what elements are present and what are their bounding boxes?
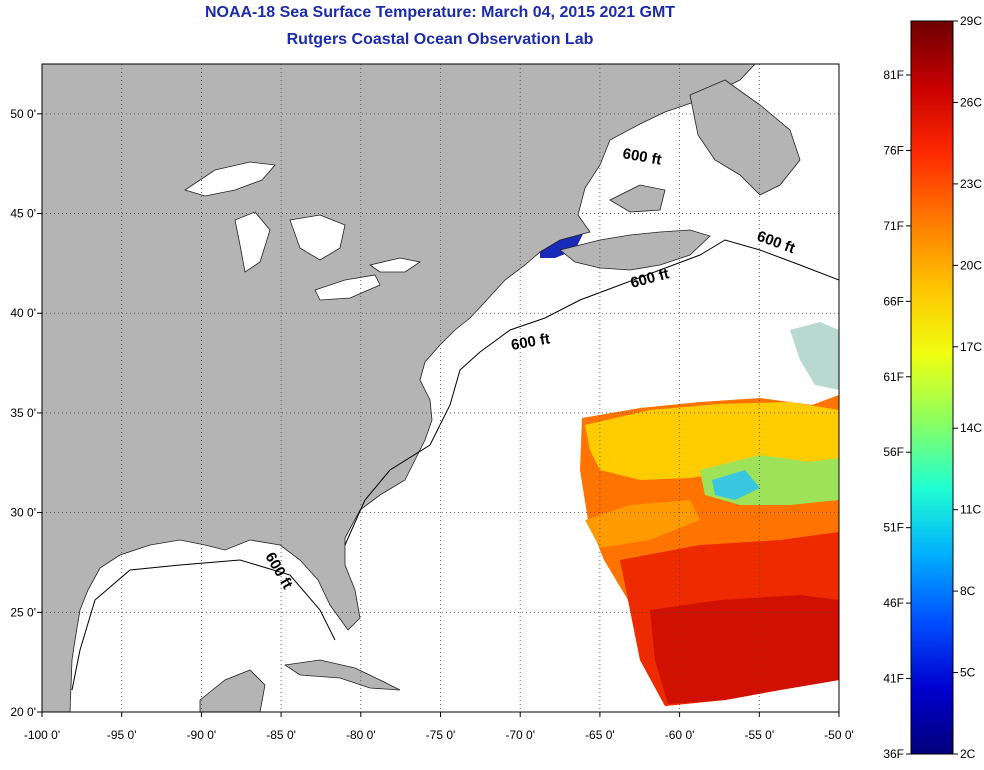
colorbar-label-f: 41F: [883, 672, 904, 686]
colorbar-label-f: 56F: [883, 445, 904, 459]
contour-label-600ft: 600 ft: [621, 145, 663, 169]
colorbar-label-f: 76F: [883, 143, 904, 157]
sst-data-layer: [540, 230, 839, 706]
colorbar: [910, 20, 954, 755]
lat-tick-label: 25 0': [10, 605, 36, 619]
colorbar-label-c: 20C: [960, 258, 982, 272]
colorbar-label-c: 2C: [960, 747, 976, 761]
lat-tick-label: 20 0': [10, 705, 36, 719]
colorbar-label-f: 46F: [883, 596, 904, 610]
lon-tick-label: -70 0': [505, 728, 535, 742]
lon-tick-label: -90 0': [187, 728, 217, 742]
colorbar-label-f: 61F: [883, 370, 904, 384]
colorbar-label-f: 51F: [883, 521, 904, 535]
lat-tick-label: 40 0': [10, 306, 36, 320]
lon-tick-label: -55 0': [744, 728, 774, 742]
lon-tick-label: -75 0': [426, 728, 456, 742]
colorbar-label-f: 81F: [883, 68, 904, 82]
colorbar-label-f: 36F: [883, 747, 904, 761]
lat-tick-label: 35 0': [10, 406, 36, 420]
colorbar-label-f: 66F: [883, 294, 904, 308]
lat-tick-label: 45 0': [10, 207, 36, 221]
grid: [42, 64, 839, 712]
isobath-600ft: [71, 239, 839, 691]
colorbar-label-c: 11C: [960, 503, 981, 517]
colorbar-label-c: 8C: [960, 584, 976, 598]
colorbar-label-c: 5C: [960, 666, 976, 680]
map-subtitle: Rutgers Coastal Ocean Observation Lab: [286, 31, 594, 48]
colorbar-label-c: 29C: [960, 14, 982, 28]
colorbar-label-c: 23C: [960, 177, 982, 191]
colorbar-label-c: 14C: [960, 421, 982, 435]
colorbar-label-f: 71F: [883, 219, 904, 233]
lon-tick-label: -95 0': [107, 728, 137, 742]
land-layer: [42, 64, 801, 712]
map-title: NOAA-18 Sea Surface Temperature: March 0…: [204, 4, 676, 21]
latitude-axis: 20 0' 25 0' 30 0' 35 0' 40 0' 45 0' 50 0': [10, 107, 42, 719]
lon-tick-label: -100 0': [24, 728, 60, 742]
contour-label-600ft: 600 ft: [510, 330, 552, 354]
lon-tick-label: -65 0': [585, 728, 615, 742]
lon-tick-label: -60 0': [665, 728, 695, 742]
longitude-axis: -100 0' -95 0' -90 0' -85 0' -80 0' -75 0' -70…: [24, 712, 854, 742]
lon-tick-label: -50 0': [824, 728, 854, 742]
colorbar-label-c: 17C: [960, 340, 982, 354]
lakes-layer: [184, 161, 422, 301]
lat-tick-label: 50 0': [10, 107, 36, 121]
lon-tick-label: -80 0': [346, 728, 376, 742]
lat-tick-label: 30 0': [10, 506, 36, 520]
colorbar-labels: 29C 26C 23C 20C 17C 14C 11C 8C 5C 2C 81F 76F 71F 66F 6…: [883, 14, 982, 761]
lon-tick-label: -85 0': [266, 728, 296, 742]
colorbar-label-c: 26C: [960, 95, 982, 109]
